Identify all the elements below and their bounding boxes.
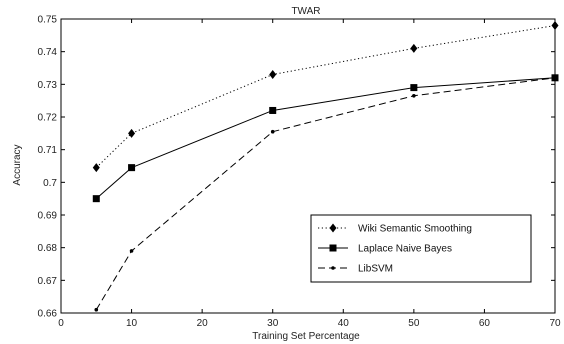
series-2-point (94, 307, 99, 312)
x-axis-title: Training Set Percentage (252, 331, 360, 342)
y-tick-label: 0.7 (43, 178, 57, 189)
x-tick-label: 60 (479, 318, 491, 329)
series-0-point (128, 128, 136, 138)
series-1-point (410, 84, 418, 92)
x-tick-label: 0 (58, 318, 64, 329)
series-2-point (129, 249, 134, 253)
y-tick-label: 0.67 (38, 276, 58, 287)
legend-label-1: Laplace Naive Bayes (358, 244, 452, 255)
y-tick-label: 0.68 (38, 243, 58, 254)
y-tick-label: 0.71 (38, 145, 58, 156)
series-1-point (269, 106, 277, 114)
y-axis-title: Accuracy (12, 144, 23, 185)
series-1-point (128, 164, 136, 172)
series-1-point (92, 195, 100, 203)
series-2-point (412, 93, 416, 98)
x-tick-label: 70 (549, 318, 561, 329)
x-tick-label: 50 (408, 318, 420, 329)
legend-marker-1 (329, 244, 337, 252)
series-0-point (410, 43, 418, 53)
y-tick-label: 0.69 (38, 211, 58, 222)
series-0-point (92, 163, 100, 173)
series-2-point (270, 129, 275, 134)
series-2-point (553, 76, 557, 80)
x-tick-label: 30 (267, 318, 279, 329)
legend-label-0: Wiki Semantic Smoothing (358, 224, 472, 235)
y-tick-label: 0.74 (38, 47, 58, 58)
y-tick-label: 0.73 (38, 80, 58, 91)
x-tick-label: 40 (338, 318, 350, 329)
legend: Wiki Semantic Smoothing Laplace Naive Bay… (310, 214, 532, 283)
y-tick-label: 0.75 (38, 15, 58, 26)
series-0-point (551, 21, 559, 31)
series-0-point (269, 70, 277, 80)
y-tick-label: 0.66 (38, 309, 58, 320)
y-tick-label: 0.72 (38, 113, 58, 124)
legend-marker-2 (331, 266, 335, 270)
x-tick-label: 10 (126, 318, 138, 329)
chart-title: TWAR (291, 6, 320, 17)
legend-marker-0 (329, 223, 337, 233)
legend-label-2: LibSVM (358, 264, 393, 275)
x-tick-label: 20 (197, 318, 209, 329)
